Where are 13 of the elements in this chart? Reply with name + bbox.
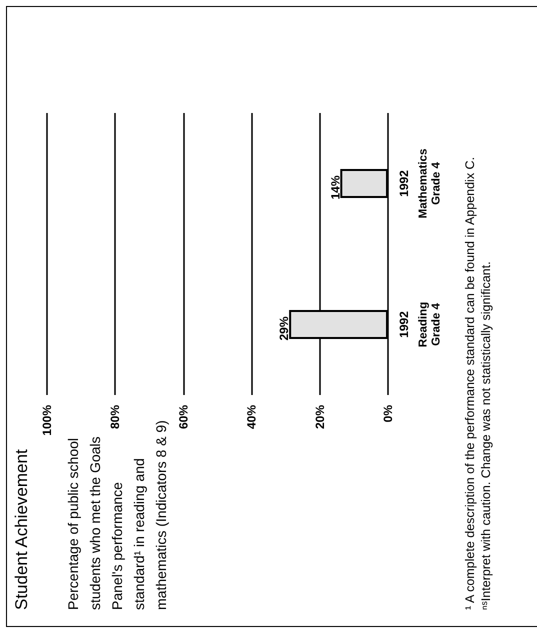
x-tick-label: 80% [108, 404, 122, 430]
y-tick-label: 1992 Mathematics Grade 4 [397, 148, 442, 218]
y-tick-label: 1992 Reading Grade 4 [397, 302, 442, 348]
text: ⁿˢInterpret with caution. Change was not statistically significant. [478, 260, 494, 610]
x-tick-label: 100% [40, 404, 54, 436]
x-tick-label: 20% [312, 404, 327, 430]
x-tick-label: 60% [176, 404, 190, 430]
text: Student Achievement [12, 448, 32, 610]
x-tick-label: 0% [381, 404, 395, 422]
x-tick-label: 40% [244, 404, 259, 430]
text: ¹ A complete description of the performance standard can be found in Appendix C. [462, 156, 478, 610]
data-label: 14% [328, 175, 342, 200]
data-label: 29% [277, 316, 292, 341]
